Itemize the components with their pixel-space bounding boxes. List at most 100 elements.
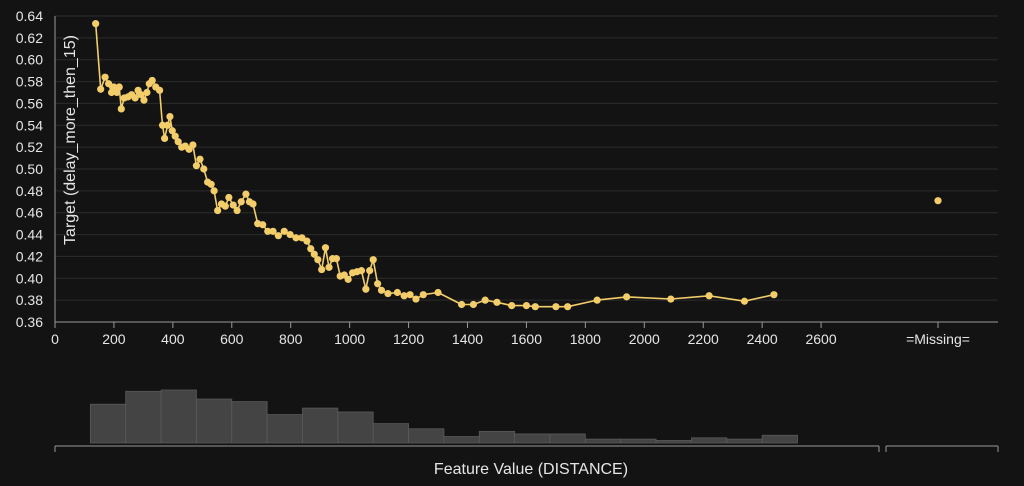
x-tick-label-missing: =Missing= <box>906 331 970 347</box>
data-point <box>269 227 277 235</box>
data-point <box>192 162 201 170</box>
data-point <box>143 88 151 97</box>
data-point <box>705 292 713 300</box>
data-point <box>522 302 531 310</box>
y-tick-label: 0.44 <box>16 227 43 243</box>
data-point <box>325 263 333 271</box>
data-point <box>314 256 322 264</box>
data-point <box>740 297 749 305</box>
x-tick-label: 0 <box>51 331 59 347</box>
data-point <box>137 91 145 99</box>
histogram-bar <box>125 390 162 444</box>
data-point <box>161 134 169 142</box>
data-point <box>458 300 466 309</box>
data-point <box>113 88 121 97</box>
data-point <box>189 141 197 149</box>
data-point <box>207 180 215 188</box>
data-point <box>434 288 442 297</box>
histogram-bar <box>514 433 551 444</box>
target-line-series <box>92 20 942 311</box>
y-tick-label: 0.42 <box>16 248 43 264</box>
data-point <box>481 296 489 304</box>
data-point <box>155 86 164 94</box>
data-point <box>310 250 318 258</box>
histogram-bar <box>337 411 374 444</box>
data-point <box>344 275 352 283</box>
x-tick-label: 1000 <box>334 331 365 347</box>
data-point <box>225 193 233 202</box>
histogram-bar <box>231 401 268 444</box>
histogram-bar <box>160 389 197 444</box>
y-tick-label: 0.64 <box>16 8 43 24</box>
x-axis-title: Feature Value (DISTANCE) <box>434 461 628 478</box>
x-tick-label: 2000 <box>629 331 660 347</box>
data-point <box>469 300 477 309</box>
data-point <box>107 88 116 97</box>
data-point <box>593 296 601 304</box>
x-tick-label: 2400 <box>747 331 778 347</box>
data-point <box>332 255 340 263</box>
data-point <box>233 206 241 215</box>
axes: 0.36 0.38 0.40 0.42 0.44 0.46 0.48 0.50 0.52 0.54… <box>16 8 998 347</box>
y-tick-label: 0.52 <box>16 139 43 155</box>
x-tick-label: 400 <box>161 331 185 347</box>
histogram-bar <box>478 430 516 444</box>
histogram-bar <box>266 414 303 444</box>
y-tick-label: 0.58 <box>16 74 43 90</box>
data-point <box>493 298 501 306</box>
y-tick-label: 0.36 <box>16 314 43 330</box>
y-tick-label: 0.38 <box>16 292 43 308</box>
histogram-bar <box>761 434 798 444</box>
data-point <box>163 121 172 129</box>
y-tick-label: 0.50 <box>16 161 43 177</box>
y-tick-label: 0.40 <box>16 270 43 286</box>
data-point <box>171 132 179 140</box>
data-point <box>200 165 208 173</box>
histogram-bar <box>620 438 657 444</box>
y-tick-label: 0.48 <box>16 183 43 199</box>
data-point <box>406 291 414 299</box>
data-point <box>357 267 366 275</box>
data-point <box>362 285 370 293</box>
data-point <box>400 292 408 300</box>
data-point <box>286 230 294 239</box>
gridlines <box>55 15 998 301</box>
x-tick-label: 1200 <box>393 331 424 347</box>
data-point <box>264 227 272 235</box>
histogram-bar <box>584 438 622 444</box>
y-tick-label: 0.54 <box>16 117 43 133</box>
data-point <box>101 73 109 81</box>
histogram-bar <box>655 440 692 444</box>
histogram-bar <box>372 423 409 444</box>
data-point <box>92 20 100 28</box>
data-point <box>280 227 288 235</box>
data-point <box>115 83 123 91</box>
histogram-bar <box>691 437 728 444</box>
data-point <box>105 80 113 88</box>
data-point <box>174 138 182 146</box>
data-point <box>303 237 311 245</box>
missing-value-point <box>934 197 942 205</box>
histogram-bar <box>89 403 127 444</box>
data-point <box>412 295 420 303</box>
histogram-bar <box>302 407 339 444</box>
data-point <box>292 234 300 242</box>
data-point <box>419 291 427 299</box>
data-point <box>667 295 675 303</box>
data-point <box>374 280 382 288</box>
data-point <box>249 200 257 208</box>
data-point <box>242 190 250 198</box>
histogram-bar <box>726 438 763 444</box>
data-point <box>564 303 572 311</box>
y-axis-title: Target (delay_more_then_15) <box>62 35 79 245</box>
data-point <box>623 293 631 301</box>
data-point <box>508 302 516 310</box>
data-point <box>770 291 778 299</box>
data-point <box>307 245 315 253</box>
histogram-bar <box>196 398 233 444</box>
data-point <box>210 187 218 195</box>
data-point <box>274 232 282 240</box>
data-point <box>393 288 401 297</box>
x-tick-label: 600 <box>220 331 244 347</box>
